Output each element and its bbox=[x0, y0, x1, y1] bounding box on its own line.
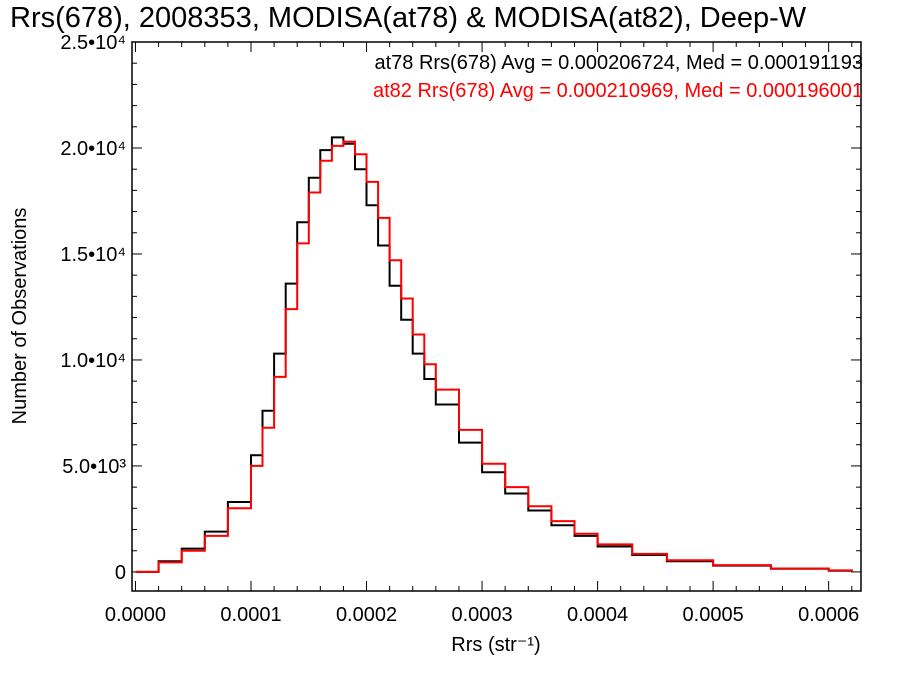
chart-title: Rrs(678), 2008353, MODISA(at78) & MODISA… bbox=[10, 2, 807, 34]
x-tick-label: 0.0006 bbox=[798, 604, 859, 626]
x-axis-label: Rrs (str⁻¹) bbox=[451, 634, 540, 656]
y-tick-label: 1.0•10⁴ bbox=[60, 350, 126, 372]
x-tick-label: 0.0005 bbox=[683, 604, 744, 626]
plot-area bbox=[131, 41, 862, 592]
y-tick-label: 1.5•10⁴ bbox=[60, 244, 126, 266]
x-tick-label: 0.0004 bbox=[567, 604, 628, 626]
y-axis-label: Number of Observations bbox=[9, 208, 31, 425]
x-tick-label: 0.0000 bbox=[105, 604, 166, 626]
y-tick-label: 2.5•10⁴ bbox=[60, 32, 126, 54]
x-tick-label: 0.0003 bbox=[451, 604, 512, 626]
x-tick-label: 0.0001 bbox=[220, 604, 281, 626]
series-at78-line bbox=[135, 136, 853, 573]
series-at82-line bbox=[135, 140, 853, 573]
plot-frame bbox=[131, 41, 862, 592]
series-layer bbox=[135, 136, 853, 573]
annotation-at82: at82 Rrs(678) Avg = 0.000210969, Med = 0… bbox=[373, 80, 863, 102]
y-tick-label: 5.0•10³ bbox=[62, 456, 126, 478]
axis-ticks: 0.0000 0.0001 0.0002 0.0003 0.0004 0.0005 0.00… bbox=[60, 32, 861, 626]
y-tick-label: 0 bbox=[115, 562, 126, 584]
y-tick-label: 2.0•10⁴ bbox=[60, 138, 126, 160]
x-tick-label: 0.0002 bbox=[336, 604, 397, 626]
annotation-at78: at78 Rrs(678) Avg = 0.000206724, Med = 0… bbox=[374, 52, 863, 74]
